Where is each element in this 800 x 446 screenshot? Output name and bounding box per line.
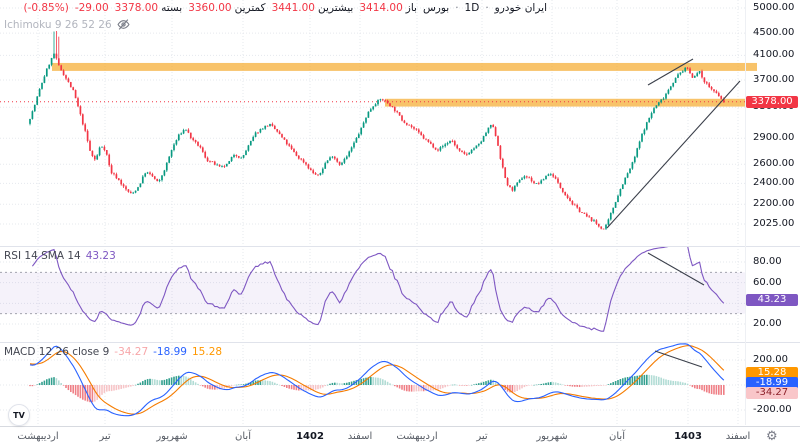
axis-label: -200.00: [753, 404, 792, 415]
time-axis-month-label: تیر: [476, 431, 488, 442]
indicator-name[interactable]: Ichimoku 9 26 52 26: [4, 18, 112, 31]
rsi-value-badge: 43.23: [746, 294, 798, 306]
macd-signal-value: 15.28: [192, 346, 223, 358]
axis-label: 2900.00: [753, 132, 795, 144]
axis-label: 60.00: [753, 276, 782, 288]
ohlc-high: بیشترین 3441.00: [271, 2, 354, 14]
settings-gear-icon[interactable]: ⚙: [766, 429, 778, 444]
axis-label: 80.00: [753, 256, 782, 267]
axis-label: 2200.00: [753, 198, 795, 210]
visibility-off-icon[interactable]: [117, 18, 130, 31]
axis-separator: [745, 0, 746, 425]
pane-separator-macd[interactable]: [0, 342, 800, 343]
time-axis-month-label: اردیبهشت: [396, 431, 438, 442]
time-axis[interactable]: ⚙ اردیبهشت تیر شهریور آبان 1402 اسفند اردیبهشت…: [0, 426, 800, 446]
ohlc-open: باز 3414.00: [359, 2, 417, 14]
ohlc-low: کمترین 3360.00: [188, 2, 266, 14]
symbol-legend: ایران خودرو · 1D · بورس باز 3414.00 بیشت…: [2, 2, 547, 14]
separator-dot: ·: [455, 2, 459, 14]
pane-separator-rsi[interactable]: [0, 246, 800, 247]
time-axis-month-label: شهریور: [156, 431, 188, 442]
indicator-legend: Ichimoku 9 26 52 26: [4, 18, 130, 31]
macd-legend: MACD 12 26 close 9 -34.27 -18.99 15.28: [4, 346, 222, 358]
time-axis-month-label: اردیبهشت: [17, 431, 59, 442]
time-axis-month-label: تیر: [99, 431, 111, 442]
change-value: -29.00: [74, 2, 109, 14]
axis-label: 4100.00: [753, 49, 795, 61]
macd-hist-badge: -34.27: [746, 387, 798, 399]
last-price-badge: 3378.00: [746, 96, 798, 108]
ohlc-close: بسته 3378.00: [114, 2, 183, 14]
macd-title[interactable]: MACD 12 26 close 9: [4, 346, 110, 358]
axis-label: 2025.00: [753, 218, 795, 230]
change-percent: (-0.85%): [23, 2, 69, 14]
macd-line-badge: -18.99: [746, 377, 798, 389]
symbol-name[interactable]: ایران خودرو: [494, 2, 547, 14]
time-axis-year-label: 1403: [674, 431, 702, 442]
macd-line-value: -18.99: [153, 346, 187, 358]
rsi-legend: RSI 14 SMA 14 43.23: [4, 250, 116, 262]
axis-label: 2600.00: [753, 158, 795, 170]
rsi-value: 43.23: [85, 250, 116, 262]
rsi-title[interactable]: RSI 14 SMA 14: [4, 250, 81, 262]
separator-dot: ·: [485, 2, 489, 14]
axis-label: 20.00: [753, 317, 782, 329]
axis-label: 4500.00: [753, 27, 795, 39]
macd-signal-badge: 15.28: [746, 367, 798, 379]
tradingview-logo[interactable]: TV: [8, 404, 30, 426]
axis-label: 3700.00: [753, 73, 795, 85]
time-axis-month-label: آبان: [235, 431, 251, 442]
axis-label: 2400.00: [753, 177, 795, 189]
axis-label: 200.00: [753, 354, 788, 365]
exchange-label: بورس: [422, 2, 450, 14]
macd-hist-value: -34.27: [114, 346, 149, 358]
time-axis-month-label: اسفند: [725, 431, 751, 442]
time-axis-month-label: آبان: [609, 431, 625, 442]
axis-label: 5000.00: [753, 2, 795, 13]
time-axis-year-label: 1402: [296, 431, 324, 442]
time-axis-month-label: اسفند: [347, 431, 373, 442]
interval-label[interactable]: 1D: [464, 2, 480, 14]
time-axis-month-label: شهریور: [536, 431, 568, 442]
